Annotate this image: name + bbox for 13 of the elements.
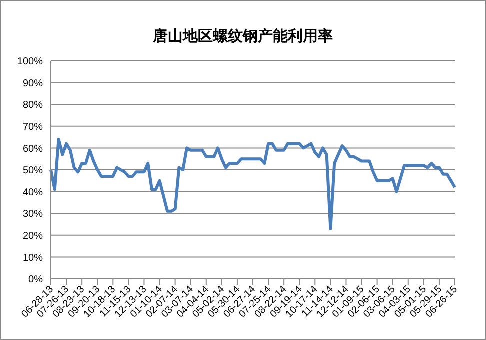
line-series <box>50 138 456 230</box>
y-tick-label: 90% <box>22 78 44 90</box>
y-tick-label: 10% <box>22 252 44 264</box>
y-tick-label: 30% <box>22 209 44 220</box>
y-tick-label: 40% <box>22 187 44 198</box>
y-tick-label: 100% <box>17 56 44 68</box>
y-tick-label: 0% <box>28 274 44 286</box>
y-tick-label: 60% <box>22 144 44 155</box>
y-tick-label: 20% <box>22 230 44 242</box>
y-tick-label: 70% <box>22 122 44 133</box>
y-tick-label: 80% <box>22 100 44 112</box>
chart-title: 唐山地区螺纹钢产能利用率 <box>152 27 334 46</box>
y-tick-label: 50% <box>22 166 44 177</box>
